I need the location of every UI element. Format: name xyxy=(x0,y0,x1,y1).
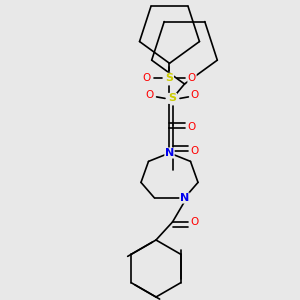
Text: S: S xyxy=(169,93,176,103)
Text: O: O xyxy=(146,90,154,100)
Text: O: O xyxy=(191,146,199,156)
Text: O: O xyxy=(143,73,151,83)
Text: O: O xyxy=(191,90,199,100)
Text: O: O xyxy=(188,73,196,83)
Text: N: N xyxy=(180,193,189,203)
Text: O: O xyxy=(191,217,199,227)
Text: S: S xyxy=(166,73,173,83)
Text: O: O xyxy=(188,122,196,133)
Text: N: N xyxy=(165,148,174,158)
